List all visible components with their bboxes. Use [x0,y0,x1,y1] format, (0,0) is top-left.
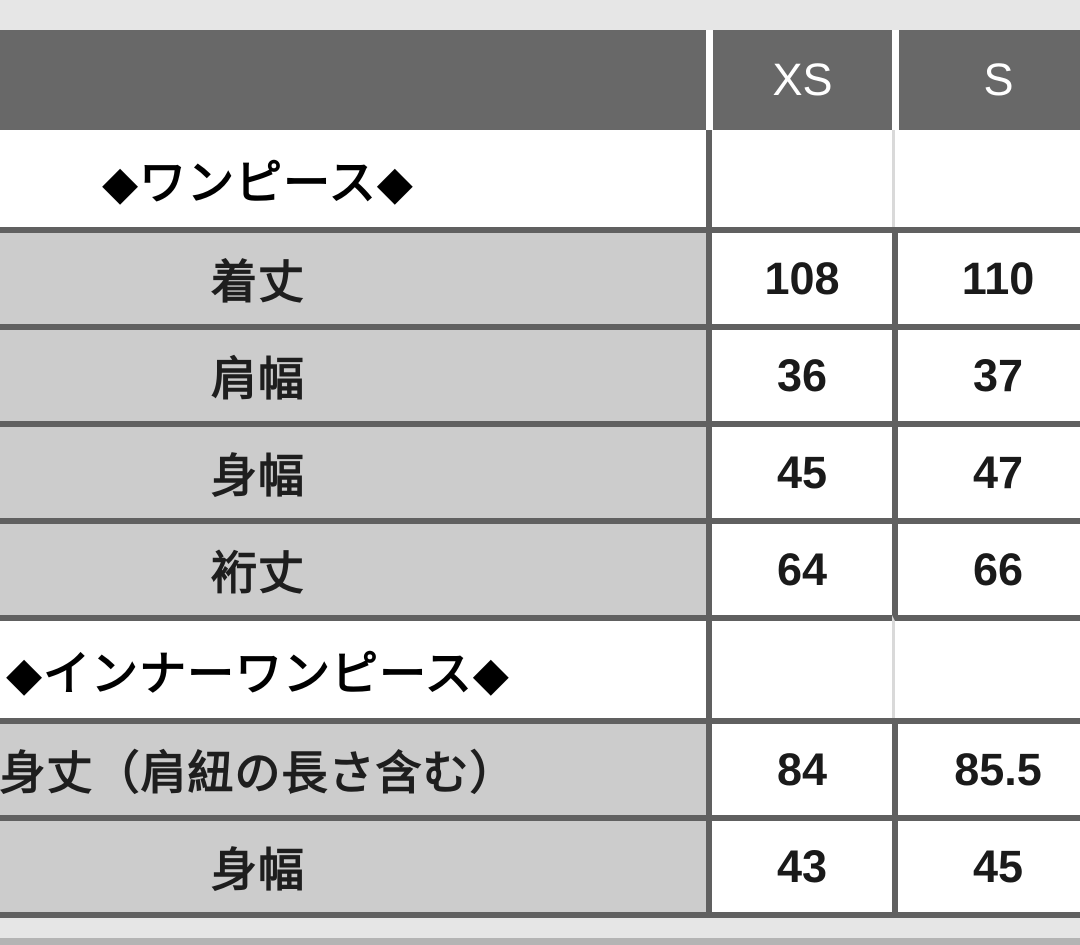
value-xs: 84 [706,718,892,815]
size-header-xs: XS [706,30,892,130]
section-row-onepiece: ◆ワンピース◆ [0,130,1080,227]
empty-cell [706,130,892,227]
empty-cell [706,615,892,718]
value-s: 47 [892,421,1080,518]
size-chart-table: XS S ◆ワンピース◆ 着丈 108 110 肩幅 36 37 身幅 45 4… [0,30,1080,918]
table-row-yukitake: 裄丈 64 66 [0,518,1080,615]
size-header-row: XS S [0,30,1080,130]
empty-cell [892,130,1080,227]
value-xs: 108 [706,227,892,324]
row-label: 身幅 [0,421,706,518]
table-row-katahaba: 肩幅 36 37 [0,324,1080,421]
table-row-mihaba: 身幅 45 47 [0,421,1080,518]
section-title: ◆ワンピース◆ [0,130,706,227]
row-label: 身幅 [0,815,706,918]
table-row-kitake: 着丈 108 110 [0,227,1080,324]
table-row-mitake-strap: 身丈（肩紐の長さ含む） 84 85.5 [0,718,1080,815]
value-s: 37 [892,324,1080,421]
size-header-s: S [892,30,1080,130]
table-row-mihaba-inner: 身幅 43 45 [0,815,1080,918]
value-xs: 45 [706,421,892,518]
row-label: 着丈 [0,227,706,324]
section-title: ◆インナーワンピース◆ [0,615,706,718]
value-s: 45 [892,815,1080,918]
value-s: 110 [892,227,1080,324]
row-label: 裄丈 [0,518,706,615]
row-label: 肩幅 [0,324,706,421]
section-row-inner-onepiece: ◆インナーワンピース◆ [0,615,1080,718]
size-header-empty-cell [0,30,706,130]
value-xs: 64 [706,518,892,615]
value-xs: 36 [706,324,892,421]
value-s: 85.5 [892,718,1080,815]
value-xs: 43 [706,815,892,918]
empty-cell [892,615,1080,718]
cropped-next-block-edge [0,938,1080,945]
row-label: 身丈（肩紐の長さ含む） [0,718,706,815]
value-s: 66 [892,518,1080,615]
